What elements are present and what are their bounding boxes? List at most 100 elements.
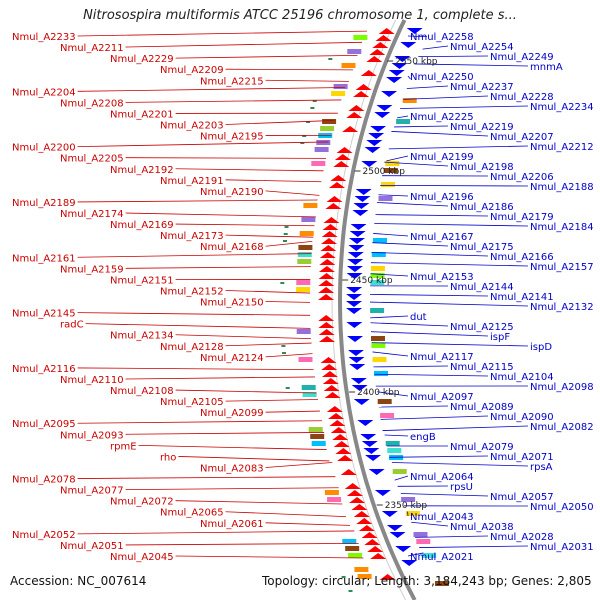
right-gene-label[interactable]: Nmul_A2254 bbox=[450, 42, 514, 53]
right-gene-label[interactable]: Nmul_A2199 bbox=[410, 152, 474, 163]
right-gene-label[interactable]: Nmul_A2186 bbox=[450, 202, 514, 213]
right-gene-label[interactable]: Nmul_A2206 bbox=[490, 172, 554, 183]
right-gene-label[interactable]: mnmA bbox=[530, 62, 563, 73]
left-gene-label[interactable]: Nmul_A2209 bbox=[160, 65, 224, 76]
right-gene-label[interactable]: Nmul_A2207 bbox=[490, 132, 554, 143]
left-gene-label[interactable]: Nmul_A2116 bbox=[12, 364, 76, 375]
right-gene-label[interactable]: Nmul_A2166 bbox=[490, 252, 554, 263]
left-gene-label[interactable]: Nmul_A2204 bbox=[12, 87, 76, 98]
left-gene-label[interactable]: rho bbox=[160, 452, 176, 463]
right-gene-label[interactable]: Nmul_A2097 bbox=[410, 392, 474, 403]
left-gene-label[interactable]: Nmul_A2052 bbox=[12, 530, 76, 541]
right-gene-label[interactable]: Nmul_A2188 bbox=[530, 182, 594, 193]
right-gene-label[interactable]: ispF bbox=[490, 332, 510, 343]
left-gene-label[interactable]: Nmul_A2159 bbox=[60, 264, 124, 275]
left-gene-label[interactable]: Nmul_A2105 bbox=[160, 397, 224, 408]
right-gene-label[interactable]: rpsU bbox=[450, 482, 473, 493]
right-gene-label[interactable]: Nmul_A2249 bbox=[490, 52, 554, 63]
right-gene-label[interactable]: Nmul_A2225 bbox=[410, 112, 474, 123]
right-gene-label[interactable]: Nmul_A2212 bbox=[530, 142, 594, 153]
right-gene-label[interactable]: Nmul_A2082 bbox=[530, 422, 594, 433]
right-gene-label[interactable]: Nmul_A2057 bbox=[490, 492, 554, 503]
left-gene-label[interactable]: Nmul_A2233 bbox=[12, 32, 76, 43]
left-gene-label[interactable]: Nmul_A2051 bbox=[60, 541, 124, 552]
left-gene-label[interactable]: Nmul_A2145 bbox=[12, 309, 76, 320]
left-gene-label[interactable]: Nmul_A2108 bbox=[110, 386, 174, 397]
left-gene-label[interactable]: Nmul_A2203 bbox=[160, 121, 224, 132]
left-gene-label[interactable]: Nmul_A2205 bbox=[60, 154, 124, 165]
left-gene-label[interactable]: Nmul_A2093 bbox=[60, 430, 124, 441]
left-gene-label[interactable]: Nmul_A2061 bbox=[200, 519, 264, 530]
right-gene-label[interactable]: Nmul_A2104 bbox=[490, 372, 554, 383]
left-gene-label[interactable]: Nmul_A2151 bbox=[110, 275, 174, 286]
right-gene-label[interactable]: Nmul_A2258 bbox=[410, 32, 474, 43]
left-gene-label[interactable]: Nmul_A2168 bbox=[200, 242, 264, 253]
right-gene-label[interactable]: Nmul_A2125 bbox=[450, 322, 514, 333]
right-gene-label[interactable]: dut bbox=[410, 312, 427, 323]
right-gene-label[interactable]: Nmul_A2234 bbox=[530, 102, 594, 113]
right-gene-label[interactable]: Nmul_A2038 bbox=[450, 522, 514, 533]
right-gene-label[interactable]: Nmul_A2196 bbox=[410, 192, 474, 203]
right-gene-label[interactable]: ispD bbox=[530, 342, 552, 353]
right-gene-label[interactable]: Nmul_A2089 bbox=[450, 402, 514, 413]
left-gene-label[interactable]: Nmul_A2124 bbox=[200, 353, 264, 364]
right-gene-label[interactable]: Nmul_A2098 bbox=[530, 382, 594, 393]
right-gene-label[interactable]: Nmul_A2144 bbox=[450, 282, 514, 293]
left-gene-label[interactable]: Nmul_A2072 bbox=[110, 497, 174, 508]
right-gene-label[interactable]: Nmul_A2132 bbox=[530, 302, 594, 313]
right-gene-label[interactable]: engB bbox=[410, 432, 436, 443]
left-gene-label[interactable]: Nmul_A2077 bbox=[60, 486, 124, 497]
right-gene-label[interactable]: rpsA bbox=[530, 462, 553, 473]
right-gene-label[interactable]: Nmul_A2175 bbox=[450, 242, 514, 253]
left-gene-label[interactable]: Nmul_A2134 bbox=[110, 331, 174, 342]
left-gene-label[interactable]: Nmul_A2128 bbox=[160, 342, 224, 353]
left-gene-label[interactable]: Nmul_A2110 bbox=[60, 375, 124, 386]
right-gene-label[interactable]: Nmul_A2079 bbox=[450, 442, 514, 453]
right-gene-label[interactable]: Nmul_A2157 bbox=[530, 262, 594, 273]
right-gene-label[interactable]: Nmul_A2071 bbox=[490, 452, 554, 463]
left-gene-label[interactable]: Nmul_A2208 bbox=[60, 98, 124, 109]
left-gene-label[interactable]: Nmul_A2191 bbox=[160, 176, 224, 187]
left-gene-label[interactable]: Nmul_A2173 bbox=[160, 231, 224, 242]
right-gene-label[interactable]: Nmul_A2050 bbox=[530, 502, 594, 513]
left-gene-label[interactable]: Nmul_A2169 bbox=[110, 220, 174, 231]
left-gene-label[interactable]: Nmul_A2078 bbox=[12, 475, 76, 486]
left-gene-label[interactable]: radC bbox=[60, 320, 84, 331]
right-gene-label[interactable]: Nmul_A2219 bbox=[450, 122, 514, 133]
right-gene-label[interactable]: Nmul_A2043 bbox=[410, 512, 474, 523]
left-gene-label[interactable]: Nmul_A2211 bbox=[60, 43, 124, 54]
left-gene-label[interactable]: Nmul_A2095 bbox=[12, 419, 76, 430]
left-gene-label[interactable]: Nmul_A2083 bbox=[200, 463, 264, 474]
right-gene-label[interactable]: Nmul_A2250 bbox=[410, 72, 474, 83]
right-gene-label[interactable]: Nmul_A2117 bbox=[410, 352, 474, 363]
left-gene-label[interactable]: rpmE bbox=[110, 441, 137, 452]
left-gene-label[interactable]: Nmul_A2201 bbox=[110, 109, 174, 120]
right-gene-label[interactable]: Nmul_A2064 bbox=[410, 472, 474, 483]
left-gene-label[interactable]: Nmul_A2152 bbox=[160, 286, 224, 297]
left-gene-label[interactable]: Nmul_A2174 bbox=[60, 209, 124, 220]
left-gene-label[interactable]: Nmul_A2065 bbox=[160, 508, 224, 519]
left-gene-label[interactable]: Nmul_A2045 bbox=[110, 552, 174, 563]
right-gene-label[interactable]: Nmul_A2153 bbox=[410, 272, 474, 283]
left-gene-label[interactable]: Nmul_A2189 bbox=[12, 198, 76, 209]
left-gene-label[interactable]: Nmul_A2215 bbox=[200, 76, 264, 87]
right-gene-label[interactable]: Nmul_A2184 bbox=[530, 222, 594, 233]
left-gene-label[interactable]: Nmul_A2099 bbox=[200, 408, 264, 419]
right-gene-label[interactable]: Nmul_A2090 bbox=[490, 412, 554, 423]
right-gene-label[interactable]: Nmul_A2028 bbox=[490, 532, 554, 543]
left-gene-label[interactable]: Nmul_A2229 bbox=[110, 54, 174, 65]
right-gene-label[interactable]: Nmul_A2141 bbox=[490, 292, 554, 303]
left-gene-label[interactable]: Nmul_A2200 bbox=[12, 143, 76, 154]
left-gene-label[interactable]: Nmul_A2150 bbox=[200, 298, 264, 309]
right-gene-label[interactable]: Nmul_A2021 bbox=[410, 552, 474, 563]
right-gene-label[interactable]: Nmul_A2031 bbox=[530, 542, 594, 553]
right-gene-label[interactable]: Nmul_A2237 bbox=[450, 82, 514, 93]
right-gene-label[interactable]: Nmul_A2115 bbox=[450, 362, 514, 373]
left-gene-label[interactable]: Nmul_A2195 bbox=[200, 132, 264, 143]
right-gene-label[interactable]: Nmul_A2198 bbox=[450, 162, 514, 173]
right-gene-label[interactable]: Nmul_A2179 bbox=[490, 212, 554, 223]
left-gene-label[interactable]: Nmul_A2161 bbox=[12, 253, 76, 264]
right-gene-label[interactable]: Nmul_A2167 bbox=[410, 232, 474, 243]
right-gene-label[interactable]: Nmul_A2228 bbox=[490, 92, 554, 103]
left-gene-label[interactable]: Nmul_A2192 bbox=[110, 165, 174, 176]
